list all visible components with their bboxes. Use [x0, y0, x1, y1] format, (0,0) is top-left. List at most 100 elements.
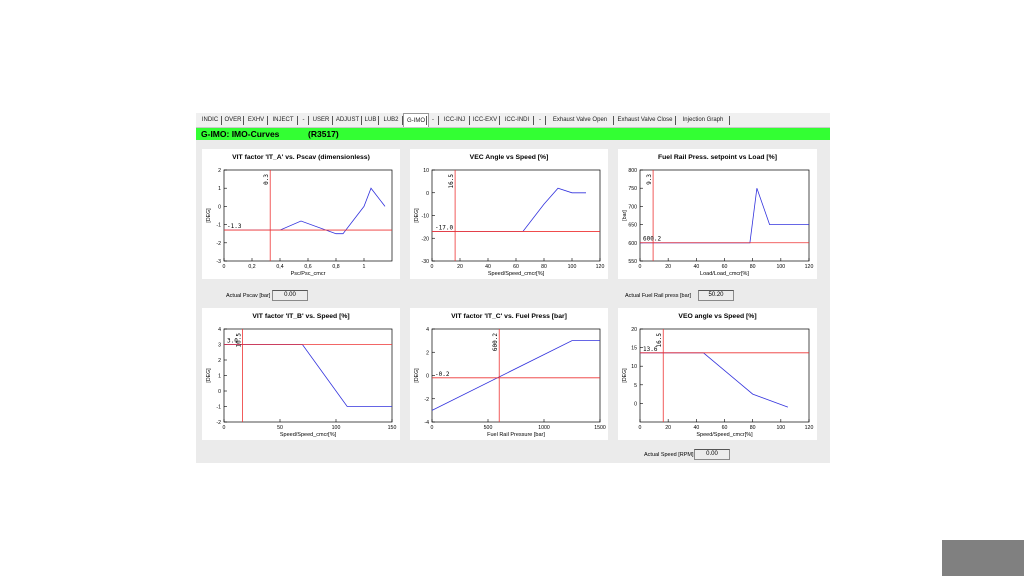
chart-vit-c: VIT factor 'IT_C' vs. Fuel Press [bar] 0 5…	[414, 313, 606, 438]
y-axis-label: [DEG]	[206, 368, 212, 383]
tab-user[interactable]: USER	[312, 117, 330, 123]
y-tick-label: 0	[426, 191, 429, 197]
y-axis-label: [bar]	[622, 210, 628, 221]
x-tick-label: 100	[777, 425, 786, 431]
y-tick-label: 15	[631, 346, 637, 352]
fuel-rail-value: 50.20	[698, 290, 734, 301]
x-tick-label: 60	[722, 425, 728, 431]
tab-divider	[613, 116, 614, 125]
chart-title: VIT factor 'IT_C' vs. Fuel Press [bar]	[451, 313, 567, 320]
x-tick-label: 0,4	[276, 264, 283, 270]
y-tick-label: -20	[422, 236, 430, 242]
tab-over[interactable]: OVER	[224, 117, 242, 123]
chart-vit-b: VIT factor 'IT_B' vs. Speed [%] 0 50 100 150…	[206, 313, 396, 438]
x-tick-label: 1	[363, 264, 366, 270]
x-tick-label: 0	[639, 425, 642, 431]
tab-divider	[332, 116, 333, 125]
operating-point-x-label: 16.5	[448, 174, 455, 189]
tab-divider	[499, 116, 500, 125]
y-axis-label: [DEG]	[206, 208, 212, 223]
y-tick-label: -2	[216, 241, 221, 247]
tab-icc-indi[interactable]: ICC-INDI	[504, 117, 530, 123]
x-tick-label: 120	[805, 425, 814, 431]
x-tick-label: 20	[665, 264, 671, 270]
tab-divider	[378, 116, 379, 125]
y-tick-label: -3	[216, 259, 221, 265]
tab-indic[interactable]: INDIC	[201, 117, 219, 123]
y-tick-label: 2	[218, 168, 221, 174]
pscav-value: 0.00	[272, 290, 308, 301]
x-tick-label: 80	[750, 264, 756, 270]
tab-g-imo[interactable]: G-IMO	[403, 113, 429, 127]
y-tick-label: -1	[216, 223, 221, 229]
y-tick-label: 0	[218, 389, 221, 395]
chart-vit-a: VIT factor 'IT_A' vs. Pscav (dimensionle…	[206, 154, 393, 277]
slide-corner-block	[942, 540, 1024, 576]
chart-title: VEC Angle vs Speed [%]	[470, 154, 549, 161]
x-tick-label: 500	[484, 425, 493, 431]
y-tick-label: 2	[218, 358, 221, 364]
tab-divider	[533, 116, 534, 125]
tab-dash-14[interactable]: -	[539, 117, 541, 123]
y-tick-label: 5	[634, 383, 637, 389]
plot-frame	[431, 169, 601, 262]
tab-divider	[267, 116, 268, 125]
tab-divider	[675, 116, 676, 125]
tab-adjust[interactable]: ADJUST	[335, 117, 360, 123]
tab-lub[interactable]: LUB	[364, 117, 377, 123]
x-axis-label: Psc/Psc_cmcr	[291, 271, 326, 277]
plot-frame	[639, 328, 810, 423]
y-tick-label: -2	[424, 397, 429, 403]
plot-frame	[223, 169, 393, 262]
x-axis-label: Fuel Rail Pressure [bar]	[487, 432, 545, 438]
tab-inject[interactable]: INJECT	[272, 117, 294, 123]
x-tick-label: 80	[541, 264, 547, 270]
tab-divider	[469, 116, 470, 125]
tab-injection-graph[interactable]: Injection Graph	[682, 117, 724, 123]
y-tick-label: 1	[218, 374, 221, 380]
operating-point-y-label: -17.0	[435, 224, 453, 231]
x-tick-label: 40	[485, 264, 491, 270]
tab-divider	[545, 116, 546, 125]
x-axis-label: Speed/Speed_cmcr[%]	[696, 432, 753, 438]
tab-exhv[interactable]: EXHV	[247, 117, 265, 123]
tab-exhaust-valve-close[interactable]: Exhaust Valve Close	[617, 117, 673, 123]
y-tick-label: -30	[422, 259, 430, 265]
x-tick-label: 0	[431, 425, 434, 431]
operating-point-x-label: 600.2	[492, 333, 499, 351]
chart-panel-vit-c: VIT factor 'IT_C' vs. Fuel Press [bar] 0 5…	[410, 308, 608, 440]
app-window: INDIC OVER EXHV INJECT - USER ADJUST LUB LUB2 G-I…	[196, 113, 830, 463]
tab-lub2[interactable]: LUB2	[383, 117, 399, 123]
operating-point-x-label: 16.5	[235, 333, 242, 348]
x-tick-label: 0,2	[248, 264, 255, 270]
operating-point-y-label: 600.2	[643, 236, 661, 243]
x-tick-label: 120	[596, 264, 605, 270]
y-tick-label: -2	[216, 420, 221, 426]
chart-panel-veo: VEO angle vs Speed [%] 0 20 40 60 80 100 120 0 5 1…	[618, 308, 817, 440]
x-tick-label: 50	[277, 425, 283, 431]
y-tick-label: 4	[426, 327, 429, 333]
tab-dash-10[interactable]: -	[432, 117, 434, 123]
page-header: G-IMO: IMO-Curves (R3517)	[196, 128, 830, 140]
x-tick-label: 120	[805, 264, 814, 270]
chart-title: Fuel Rail Press. setpoint vs Load [%]	[658, 154, 777, 161]
y-axis-label: [DEG]	[622, 368, 628, 383]
y-tick-label: 600	[628, 241, 637, 247]
chart-panel-vit-b: VIT factor 'IT_B' vs. Speed [%] 0 50 100 150…	[202, 308, 400, 440]
x-tick-label: 40	[693, 425, 699, 431]
y-axis-label: [DEG]	[414, 208, 420, 223]
x-tick-label: 0,8	[332, 264, 339, 270]
tab-icc-inj[interactable]: ICC-INJ	[443, 117, 466, 123]
operating-point-y-label: -0.2	[435, 371, 450, 378]
y-tick-label: -4	[424, 420, 429, 426]
operating-point-x-label: 16.5	[656, 333, 663, 348]
tab-exhaust-valve-open[interactable]: Exhaust Valve Open	[552, 117, 608, 123]
y-tick-label: 800	[628, 168, 637, 174]
speed-label: Actual Speed [RPM]	[644, 452, 694, 458]
operating-point-y-label: -1.3	[227, 223, 242, 230]
tab-icc-exv[interactable]: ICC-EXV	[472, 117, 498, 123]
operating-point-y-label: 3.0	[227, 338, 238, 345]
curve-line-it-a	[224, 187, 386, 235]
x-axis-label: Speed/Speed_cmcr[%]	[488, 271, 545, 277]
tab-dash-4[interactable]: -	[302, 117, 305, 123]
